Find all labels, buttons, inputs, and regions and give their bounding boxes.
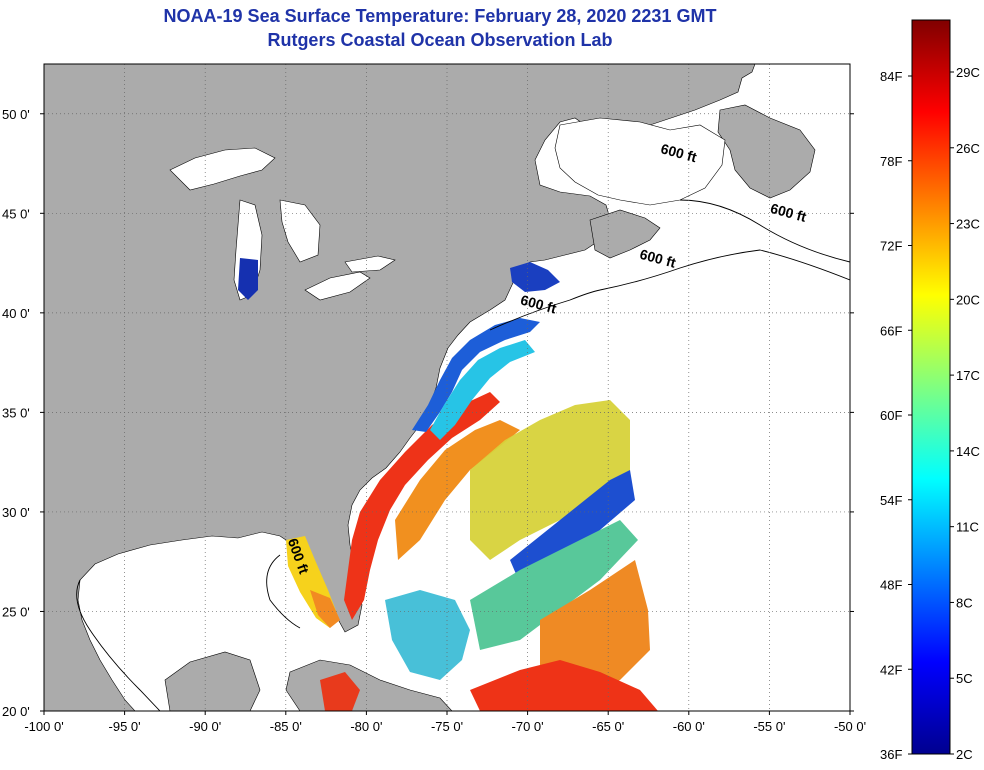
sst-cuba-north <box>320 672 360 711</box>
y-tick-label: 35 0' <box>2 405 30 420</box>
lake-ontario <box>344 255 396 273</box>
colorbar-c-label: 17C <box>956 368 980 383</box>
colorbar-c-label: 11C <box>956 520 979 535</box>
map-title: NOAA-19 Sea Surface Temperature: Februar… <box>163 6 717 26</box>
sst-gulf-stream <box>344 392 500 620</box>
sst-open-ocean-yellow <box>470 400 630 560</box>
colorbar-f-label: 54F <box>880 493 902 508</box>
x-tick-label: -95 0' <box>109 719 141 734</box>
x-tick-label: -55 0' <box>753 719 785 734</box>
y-tick-label: 20 0' <box>2 704 30 719</box>
newfoundland-land <box>717 104 816 199</box>
north-america-land <box>44 64 756 711</box>
sst-florida-gulf-warm <box>310 590 340 628</box>
nova-scotia-land <box>589 209 661 259</box>
lake-michigan-cold-water <box>238 258 258 300</box>
colorbar-c-label: 29C <box>956 65 980 80</box>
gulf-of-st-lawrence <box>554 117 726 206</box>
x-tick-label: -80 0' <box>350 719 382 734</box>
colorbar-f-label: 36F <box>880 747 902 762</box>
colorbar-c-label: 5C <box>956 671 973 686</box>
x-tick-label: -85 0' <box>270 719 302 734</box>
isobath-600ft <box>76 199 850 711</box>
colorbar-f-label: 72F <box>880 239 902 254</box>
sst-open-ocean-green <box>470 520 638 650</box>
colorbar-celsius-labels: 29C 26C 23C 20C 17C 14C 11C 8C 5C 2C <box>950 65 980 762</box>
x-tick-label: -100 0' <box>24 719 63 734</box>
yucatan-land <box>164 651 261 711</box>
x-tick-label: -65 0' <box>592 719 624 734</box>
colorbar-f-label: 78F <box>880 154 902 169</box>
sst-south-warm <box>470 660 658 711</box>
colorbar-c-label: 8C <box>956 595 973 610</box>
x-tick-label: -50 0' <box>834 719 866 734</box>
y-tick-label: 25 0' <box>2 604 30 619</box>
title-block: NOAA-19 Sea Surface Temperature: Februar… <box>0 4 880 52</box>
x-tick-label: -90 0' <box>189 719 221 734</box>
colorbar-f-label: 42F <box>880 662 902 677</box>
colorbar-c-label: 14C <box>956 444 980 459</box>
colorbar-f-label: 66F <box>880 323 902 338</box>
y-tick-label: 40 0' <box>2 306 30 321</box>
sst-gulf-of-maine <box>510 262 560 292</box>
map-body <box>44 64 850 711</box>
sst-bahamas <box>385 590 470 680</box>
colorbar-c-label: 20C <box>956 292 980 307</box>
axis-ticks: -100 0' -95 0' -90 0' -85 0' -80 0' -75 0' -70… <box>2 107 866 734</box>
y-tick-label: 50 0' <box>2 107 30 122</box>
colorbar-f-label: 48F <box>880 578 902 593</box>
colorbar: 84F 78F 72F 66F 60F 54F 48F 42F 36F 29C 26C 23C 20C… <box>880 19 980 762</box>
sst-shelf-cold <box>412 318 540 432</box>
x-tick-label: -60 0' <box>673 719 705 734</box>
lake-huron <box>279 199 321 263</box>
colorbar-f-label: 60F <box>880 408 902 423</box>
x-tick-label: -70 0' <box>512 719 544 734</box>
colorbar-c-label: 23C <box>956 217 980 232</box>
x-tick-label: -75 0' <box>431 719 463 734</box>
colorbar-c-label: 2C <box>956 747 973 762</box>
map-subtitle: Rutgers Coastal Ocean Observation Lab <box>267 30 613 50</box>
y-tick-label: 30 0' <box>2 505 30 520</box>
lake-erie <box>304 271 371 301</box>
colorbar-f-label: 84F <box>880 69 902 84</box>
colorbar-c-label: 26C <box>956 141 980 156</box>
lake-superior <box>169 147 276 191</box>
colorbar-scale <box>911 19 951 755</box>
colorbar-fahrenheit-labels: 84F 78F 72F 66F 60F 54F 48F 42F 36F <box>880 69 912 762</box>
y-tick-label: 45 0' <box>2 206 30 221</box>
sst-shelf-cyan <box>430 340 535 440</box>
